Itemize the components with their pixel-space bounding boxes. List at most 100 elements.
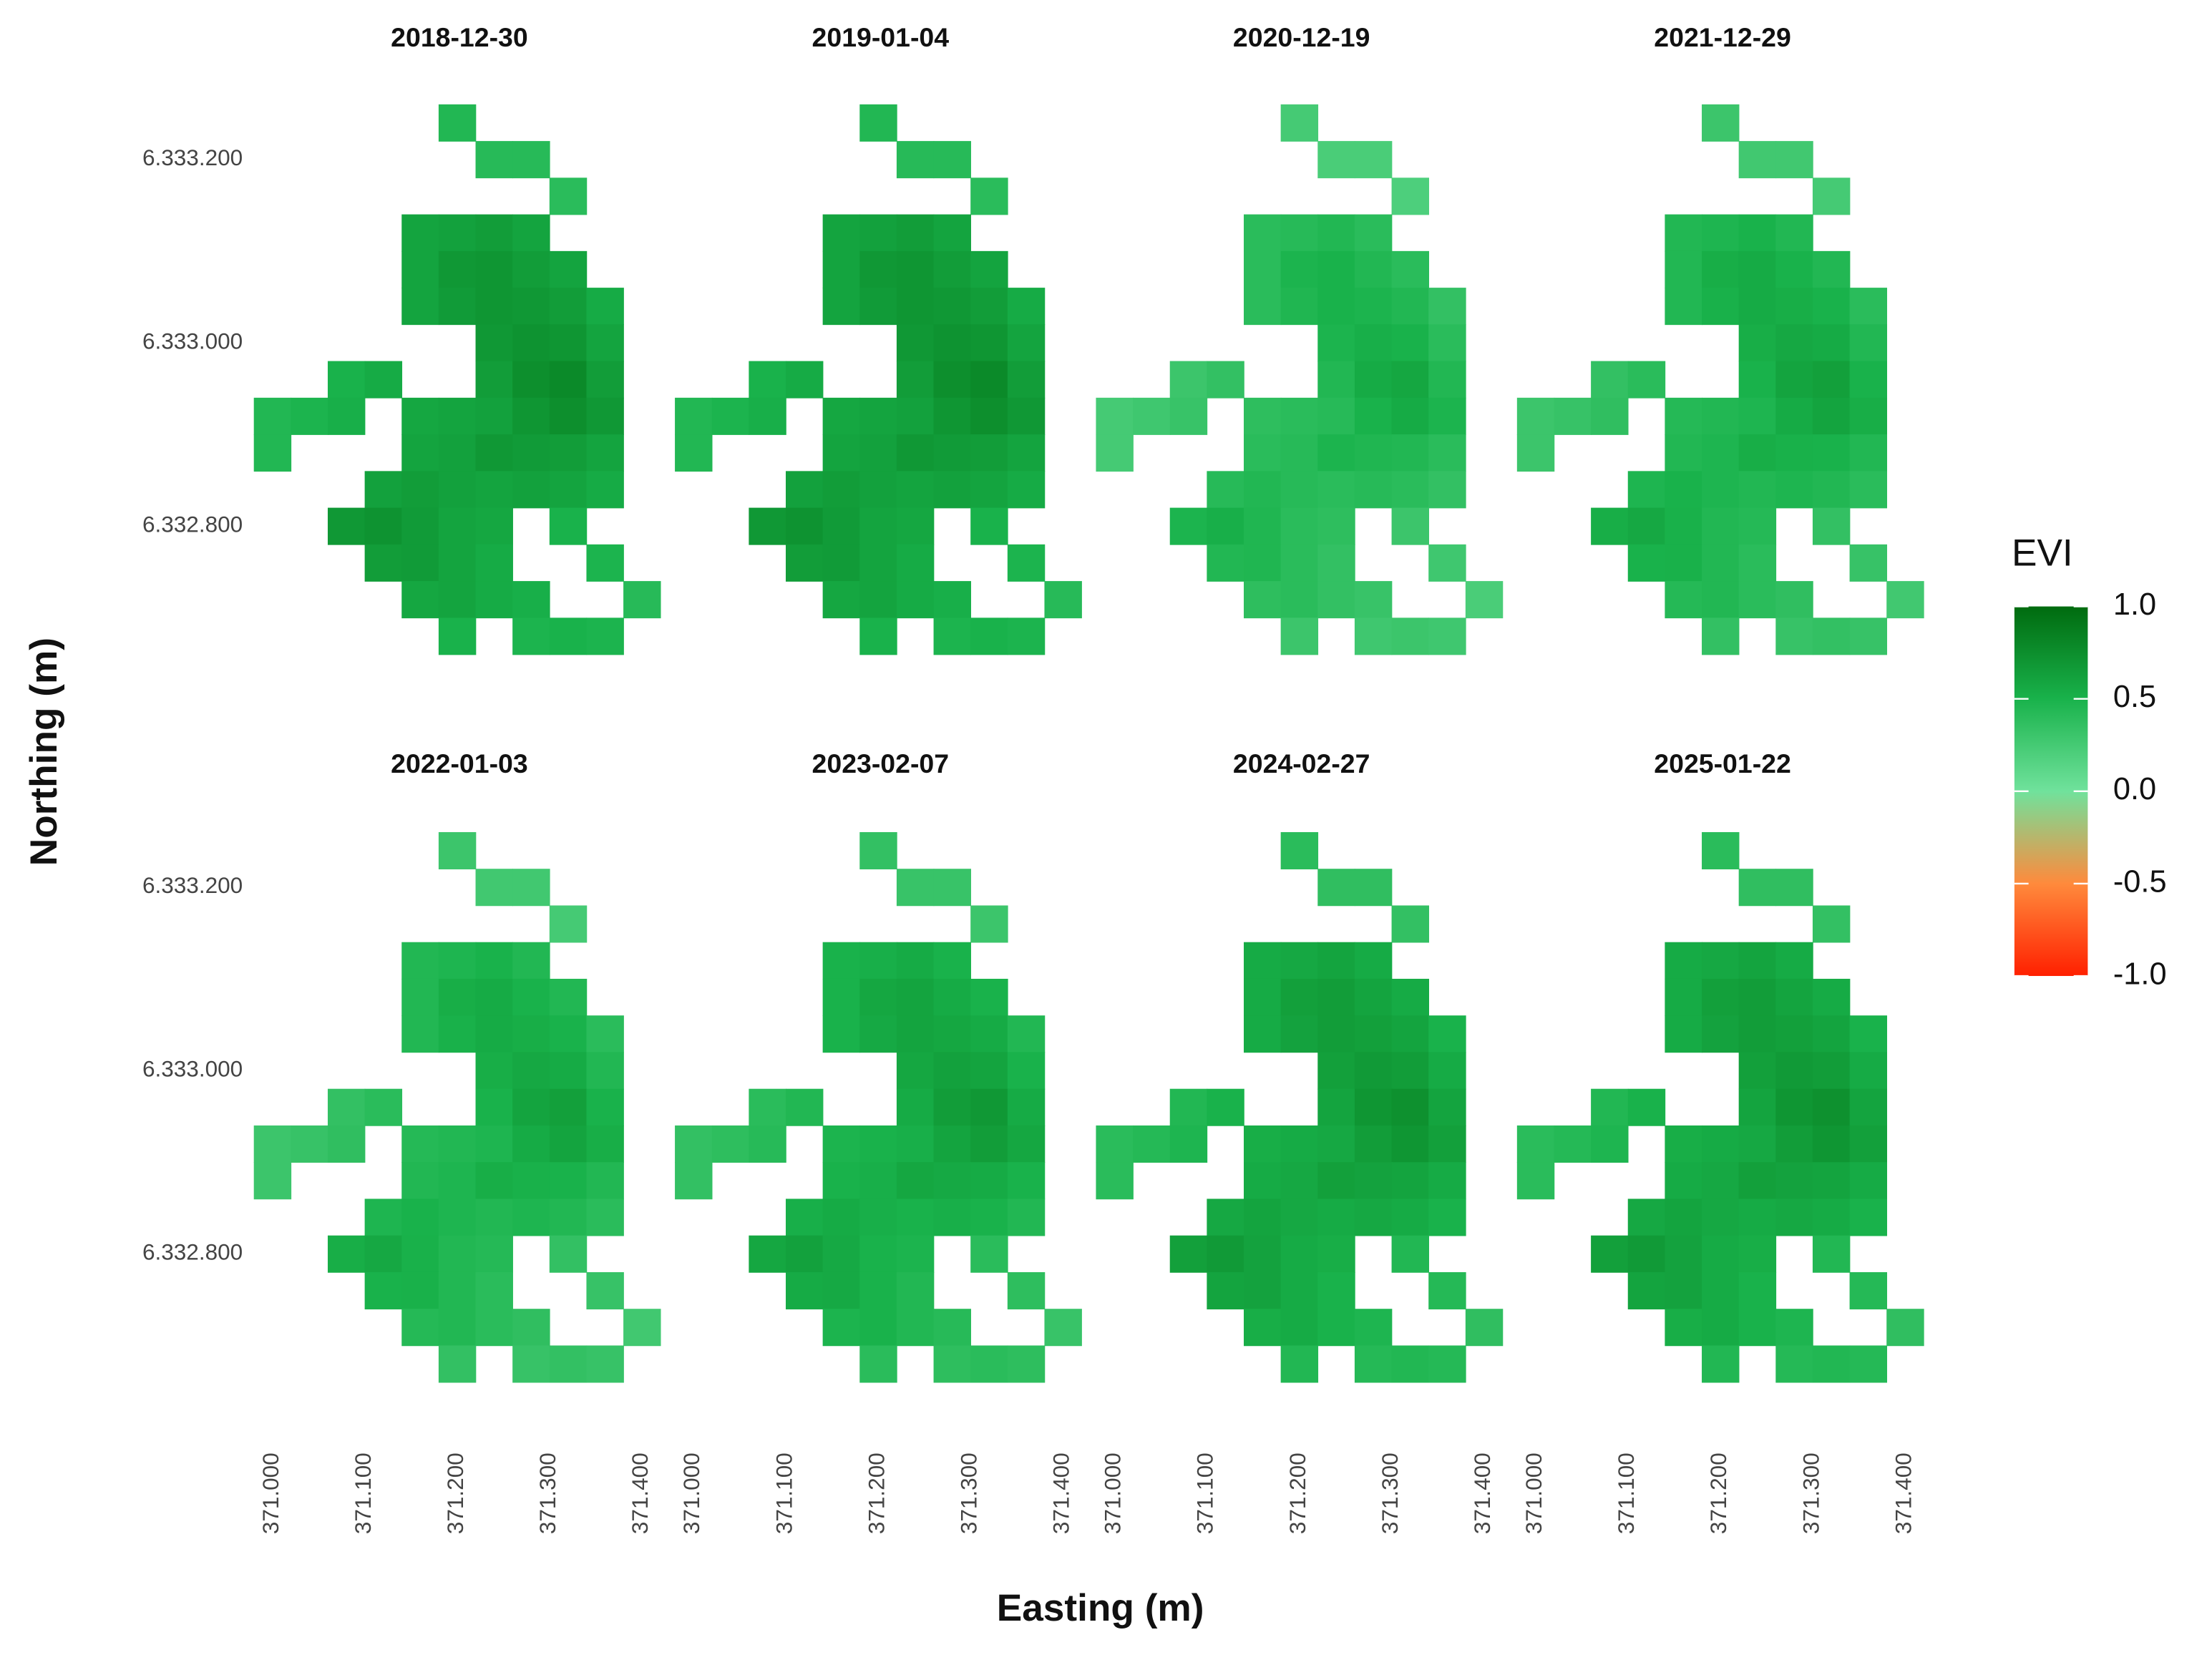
raster-cell xyxy=(1244,581,1282,619)
raster-cell xyxy=(1244,1309,1282,1347)
raster-cell xyxy=(1775,1052,1813,1090)
raster-cell xyxy=(1280,831,1319,869)
raster-cell xyxy=(1007,397,1046,435)
legend-tick-label: 1.0 xyxy=(2113,587,2156,622)
raster-cell xyxy=(1280,214,1319,252)
raster-cell xyxy=(586,324,624,362)
raster-cell xyxy=(1007,324,1046,362)
raster-cell xyxy=(586,361,624,399)
raster-cell xyxy=(438,544,477,582)
raster-cell xyxy=(1280,250,1319,288)
raster-cell xyxy=(933,1198,971,1236)
raster-cell xyxy=(1849,1162,1888,1200)
raster-cell xyxy=(711,1125,750,1163)
raster-cell xyxy=(1775,397,1813,435)
raster-cell xyxy=(364,544,403,582)
raster-cell xyxy=(933,1088,971,1126)
raster-cell xyxy=(1244,250,1282,288)
raster-cell xyxy=(822,250,861,288)
raster-cell xyxy=(1665,581,1702,619)
raster-cell xyxy=(896,507,935,545)
x-tick-label: 371.100 xyxy=(1613,1452,1639,1534)
raster-cell xyxy=(1775,1015,1813,1053)
raster-cell xyxy=(859,471,897,509)
raster-cell xyxy=(1738,214,1777,252)
raster-cell xyxy=(1627,544,1666,582)
raster-cell xyxy=(586,434,624,472)
raster-cell xyxy=(1244,1015,1282,1053)
raster-cell xyxy=(970,471,1008,509)
raster-cell xyxy=(1812,1015,1851,1053)
raster-cell xyxy=(549,1235,588,1273)
raster-cell xyxy=(438,581,477,619)
raster-cell xyxy=(933,214,971,252)
raster-cell xyxy=(822,1235,861,1273)
raster-cell xyxy=(586,1088,624,1126)
x-tick-label: 371.000 xyxy=(1100,1452,1126,1534)
raster-cell xyxy=(896,1015,935,1053)
raster-cell xyxy=(896,141,935,179)
raster-cell xyxy=(822,1125,861,1163)
raster-cell xyxy=(475,1235,513,1273)
raster-cell xyxy=(1812,288,1851,326)
raster-cell xyxy=(1665,288,1702,326)
raster-cell xyxy=(896,1309,935,1347)
raster-cell xyxy=(475,544,513,582)
x-tick-label: 371.400 xyxy=(1048,1452,1074,1534)
raster-cell xyxy=(512,141,550,179)
raster-cell xyxy=(401,1235,439,1273)
raster-cell xyxy=(1665,1125,1702,1163)
raster-cell xyxy=(586,1271,624,1309)
raster-cell xyxy=(1428,361,1466,399)
raster-cell xyxy=(675,1125,713,1163)
raster-cell xyxy=(1775,581,1813,619)
raster-cell xyxy=(859,434,897,472)
raster-cell xyxy=(1169,1125,1208,1163)
raster-cell xyxy=(1775,141,1813,179)
raster-cell xyxy=(1812,471,1851,509)
raster-cell xyxy=(549,361,588,399)
raster-cell xyxy=(1702,581,1740,619)
raster-cell xyxy=(1354,397,1393,435)
raster-cell xyxy=(1738,978,1777,1016)
raster-cell xyxy=(1665,471,1702,509)
raster-cell xyxy=(859,942,897,980)
raster-cell xyxy=(1665,1015,1702,1053)
raster-cell xyxy=(859,1125,897,1163)
raster-cell xyxy=(1354,1088,1393,1126)
raster-cell xyxy=(859,1271,897,1309)
raster-cell xyxy=(1849,361,1888,399)
raster-cell xyxy=(1775,1088,1813,1126)
raster-cell xyxy=(1812,324,1851,362)
raster-cell xyxy=(1317,869,1355,907)
raster-cell xyxy=(401,434,439,472)
raster-cell xyxy=(438,1309,477,1347)
panel: 2025-01-22 371.000 371.100 371.200 371.300 37… xyxy=(1516,748,1924,1534)
raster-cell xyxy=(933,1125,971,1163)
raster-cell xyxy=(438,434,477,472)
raster-cell xyxy=(859,617,897,655)
raster-cell xyxy=(1627,507,1666,545)
x-tick-label: 371.000 xyxy=(258,1452,283,1534)
raster-cell xyxy=(1391,1198,1429,1236)
legend-tick-label: -0.5 xyxy=(2113,864,2167,899)
raster-cell xyxy=(1354,617,1393,655)
raster-cell xyxy=(438,831,477,869)
raster-cell xyxy=(512,1198,550,1236)
raster-cell xyxy=(1812,1162,1851,1200)
raster-cell xyxy=(438,214,477,252)
raster-cell xyxy=(896,397,935,435)
raster-cell xyxy=(1317,978,1355,1016)
raster-cell xyxy=(475,214,513,252)
raster-cell xyxy=(475,1088,513,1126)
raster-cell xyxy=(1391,324,1429,362)
raster-cell xyxy=(1812,1088,1851,1126)
raster-cell xyxy=(253,1125,292,1163)
raster-cell xyxy=(1280,471,1319,509)
x-tick-label: 371.000 xyxy=(1521,1452,1546,1534)
raster-cell xyxy=(1428,1125,1466,1163)
raster-cell xyxy=(1280,978,1319,1016)
raster-cell xyxy=(785,361,824,399)
raster-cell xyxy=(1849,1345,1888,1383)
